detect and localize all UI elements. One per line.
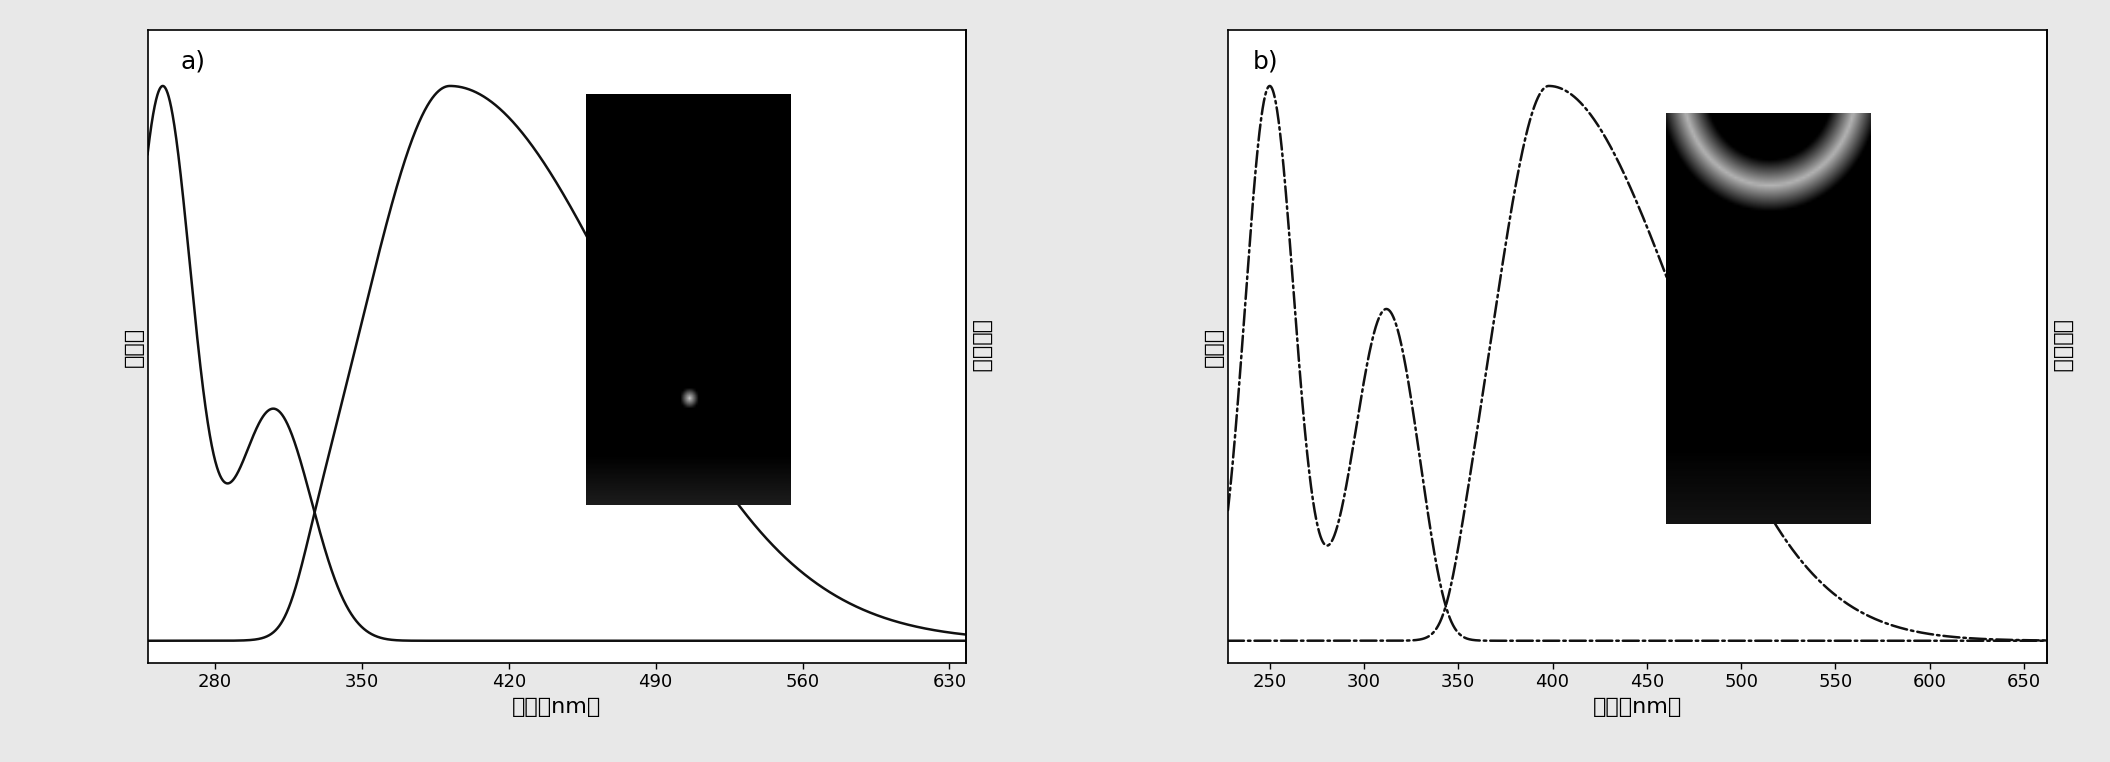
Y-axis label: 吸光度: 吸光度: [124, 327, 143, 367]
Y-axis label: 荆光强度: 荆光强度: [2051, 320, 2072, 373]
X-axis label: 波长（nm）: 波长（nm）: [513, 697, 601, 717]
Y-axis label: 吸光度: 吸光度: [1205, 327, 1224, 367]
Text: b): b): [1253, 50, 1279, 73]
Y-axis label: 荆光强度: 荆光强度: [971, 320, 992, 373]
Text: a): a): [181, 50, 205, 73]
X-axis label: 波长（nm）: 波长（nm）: [1593, 697, 1682, 717]
